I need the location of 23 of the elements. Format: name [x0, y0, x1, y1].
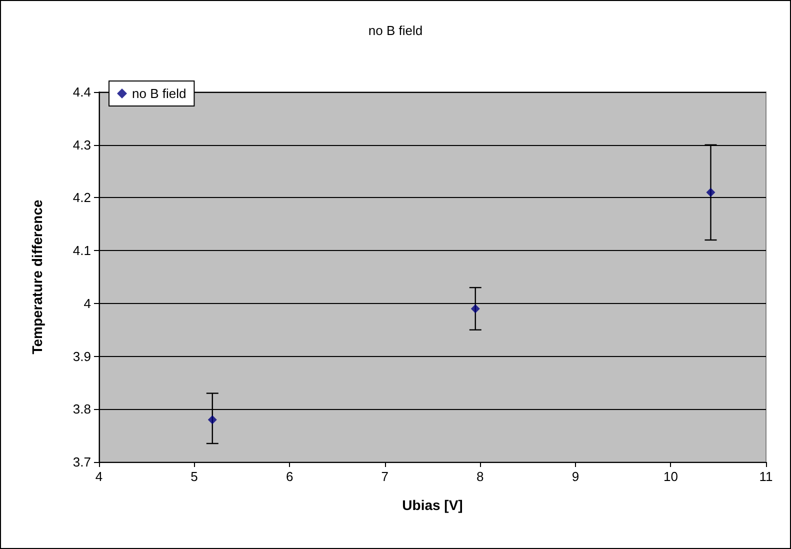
point	[208, 415, 217, 424]
x-tick-label: 10	[663, 469, 678, 484]
y-tick-label: 4.4	[72, 84, 91, 100]
x-tick-label: 6	[286, 469, 294, 484]
y-tick-label: 3.8	[72, 402, 91, 417]
x-tick-label: 9	[572, 469, 580, 484]
y-tick-label: 4.3	[72, 137, 91, 152]
y-axis-title: Temperature difference	[29, 200, 45, 354]
y-tick-label: 3.9	[72, 348, 91, 364]
y-tick-label: 4.2	[72, 190, 91, 206]
y-tick-label: 3.7	[72, 454, 91, 470]
x-tick-label: 8	[476, 469, 484, 484]
x-tick-label: 11	[759, 469, 773, 484]
point	[470, 304, 480, 314]
x-tick-label: 7	[381, 469, 388, 484]
x-tick-label: 4	[95, 469, 103, 484]
y-tick-label: 4	[84, 296, 91, 311]
legend-label: no B field	[132, 86, 186, 101]
y-tick-label: 4.1	[72, 243, 91, 258]
x-tick-label: 5	[190, 469, 198, 484]
point	[706, 188, 716, 197]
chart-title: no B field	[368, 23, 423, 38]
x-axis-title: Ubias [V]	[402, 497, 463, 513]
